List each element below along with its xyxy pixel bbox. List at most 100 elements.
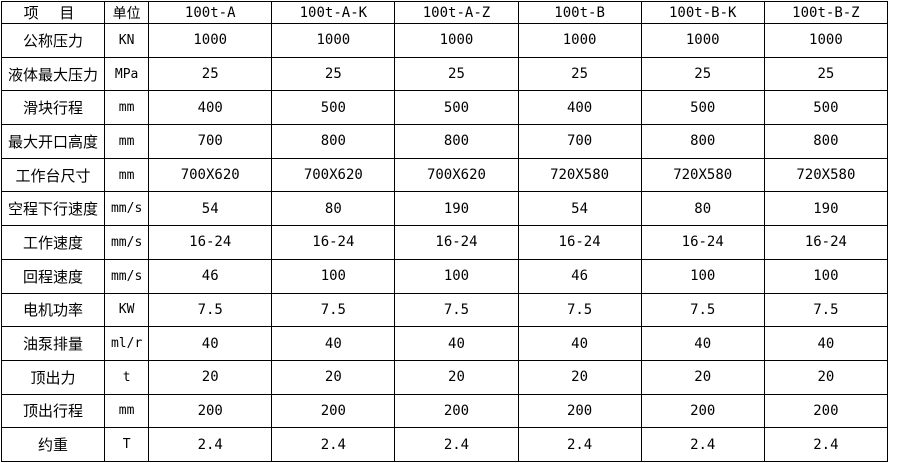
row-unit: mm <box>104 124 150 159</box>
table-row: 液体最大压力 MPa 25 25 25 25 25 25 <box>0 56 889 92</box>
cell-value: 400 <box>148 90 273 126</box>
column-header-model-6: 100t-B-Z <box>763 1 889 24</box>
cell-value: 720X580 <box>763 157 889 193</box>
table-row: 顶出力 t 20 20 20 20 20 20 <box>0 359 889 395</box>
cell-value: 200 <box>763 393 889 429</box>
cell-value: 700X620 <box>394 157 519 193</box>
table-row: 最大开口高度 mm 700 800 800 700 800 800 <box>0 124 889 159</box>
cell-value: 1000 <box>271 23 396 58</box>
cell-value: 40 <box>271 326 396 361</box>
cell-value: 16-24 <box>640 225 765 260</box>
table-body: 公称压力 KN 1000 1000 1000 1000 1000 1000 液体… <box>0 23 889 462</box>
cell-value: 40 <box>763 326 889 361</box>
cell-value: 1000 <box>640 23 765 58</box>
row-label: 回程速度 <box>0 258 106 294</box>
cell-value: 720X580 <box>640 157 765 193</box>
cell-value: 20 <box>148 359 273 395</box>
cell-value: 80 <box>640 191 765 227</box>
row-label: 工作速度 <box>0 225 106 260</box>
cell-value: 720X580 <box>517 157 642 193</box>
cell-value: 100 <box>763 258 889 294</box>
cell-value: 2.4 <box>517 427 642 462</box>
column-header-model-2: 100t-A-K <box>271 1 396 24</box>
cell-value: 20 <box>394 359 519 395</box>
cell-value: 200 <box>271 393 396 429</box>
cell-value: 54 <box>148 191 273 227</box>
cell-value: 40 <box>640 326 765 361</box>
cell-value: 46 <box>148 258 273 294</box>
cell-value: 7.5 <box>148 292 273 328</box>
row-unit: mm <box>104 90 150 126</box>
cell-value: 2.4 <box>271 427 396 462</box>
cell-value: 7.5 <box>394 292 519 328</box>
cell-value: 2.4 <box>148 427 273 462</box>
table-row: 回程速度 mm/s 46 100 100 46 100 100 <box>0 258 889 294</box>
row-label: 电机功率 <box>0 292 106 328</box>
cell-value: 1000 <box>148 23 273 58</box>
cell-value: 200 <box>148 393 273 429</box>
cell-value: 190 <box>394 191 519 227</box>
cell-value: 7.5 <box>763 292 889 328</box>
cell-value: 700 <box>517 124 642 159</box>
table-row: 公称压力 KN 1000 1000 1000 1000 1000 1000 <box>0 23 889 58</box>
cell-value: 25 <box>640 56 765 92</box>
cell-value: 16-24 <box>763 225 889 260</box>
cell-value: 54 <box>517 191 642 227</box>
cell-value: 800 <box>394 124 519 159</box>
row-unit: mm <box>104 393 150 429</box>
column-header-model-5: 100t-B-K <box>640 1 765 24</box>
cell-value: 80 <box>271 191 396 227</box>
cell-value: 25 <box>271 56 396 92</box>
column-header-model-4: 100t-B <box>517 1 642 24</box>
cell-value: 400 <box>517 90 642 126</box>
row-label: 液体最大压力 <box>0 56 106 92</box>
cell-value: 20 <box>517 359 642 395</box>
column-header-model-1: 100t-A <box>148 1 273 24</box>
row-unit: mm/s <box>104 225 150 260</box>
row-unit: t <box>104 359 150 395</box>
row-label: 油泵排量 <box>0 326 106 361</box>
table-row: 滑块行程 mm 400 500 500 400 500 500 <box>0 90 889 126</box>
cell-value: 25 <box>517 56 642 92</box>
row-unit: KW <box>104 292 150 328</box>
column-header-model-3: 100t-A-Z <box>394 1 519 24</box>
cell-value: 500 <box>763 90 889 126</box>
cell-value: 100 <box>640 258 765 294</box>
table-row: 电机功率 KW 7.5 7.5 7.5 7.5 7.5 7.5 <box>0 292 889 328</box>
cell-value: 500 <box>640 90 765 126</box>
cell-value: 1000 <box>517 23 642 58</box>
cell-value: 7.5 <box>517 292 642 328</box>
cell-value: 25 <box>763 56 889 92</box>
row-unit: MPa <box>104 56 150 92</box>
table-row: 顶出行程 mm 200 200 200 200 200 200 <box>0 393 889 429</box>
cell-value: 40 <box>517 326 642 361</box>
cell-value: 500 <box>271 90 396 126</box>
cell-value: 40 <box>394 326 519 361</box>
table-row: 约重 T 2.4 2.4 2.4 2.4 2.4 2.4 <box>0 427 889 462</box>
cell-value: 800 <box>271 124 396 159</box>
row-label: 最大开口高度 <box>0 124 106 159</box>
row-unit: T <box>104 427 150 462</box>
row-label: 工作台尺寸 <box>0 157 106 193</box>
row-label: 空程下行速度 <box>0 191 106 227</box>
table-row: 油泵排量 ml/r 40 40 40 40 40 40 <box>0 326 889 361</box>
cell-value: 2.4 <box>763 427 889 462</box>
cell-value: 100 <box>394 258 519 294</box>
cell-value: 700X620 <box>271 157 396 193</box>
row-unit: KN <box>104 23 150 58</box>
cell-value: 25 <box>394 56 519 92</box>
cell-value: 800 <box>640 124 765 159</box>
cell-value: 190 <box>763 191 889 227</box>
cell-value: 700 <box>148 124 273 159</box>
cell-value: 2.4 <box>394 427 519 462</box>
cell-value: 16-24 <box>394 225 519 260</box>
cell-value: 20 <box>640 359 765 395</box>
table-row: 工作台尺寸 mm 700X620 700X620 700X620 720X580… <box>0 157 889 193</box>
row-unit: mm/s <box>104 191 150 227</box>
cell-value: 200 <box>394 393 519 429</box>
table-header: 项 目 单位 100t-A 100t-A-K 100t-A-Z 100t-B 1… <box>0 1 889 24</box>
cell-value: 800 <box>763 124 889 159</box>
cell-value: 16-24 <box>148 225 273 260</box>
row-label: 公称压力 <box>0 23 106 58</box>
